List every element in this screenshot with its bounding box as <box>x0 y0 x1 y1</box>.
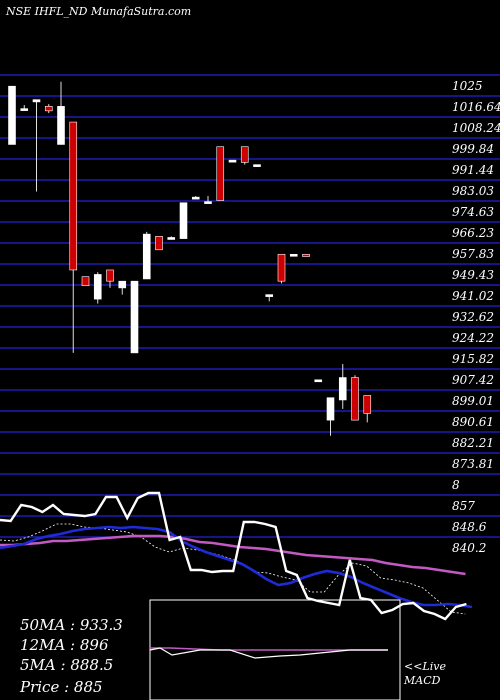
candle-body <box>302 253 310 257</box>
candle-body <box>265 294 274 297</box>
macd-label-live: <<Live <box>404 660 446 673</box>
macd-label-text: MACD <box>403 674 441 687</box>
candle-body <box>240 146 249 163</box>
price-tick-label: 974.63 <box>452 205 494 219</box>
indicator-lines <box>0 491 473 621</box>
candle-body <box>57 106 65 145</box>
price-tick-label: 840.2 <box>452 541 486 555</box>
candle-body <box>216 146 225 201</box>
candle-body <box>130 280 139 354</box>
price-tick-label: 882.21 <box>452 436 494 450</box>
candle-body <box>81 276 90 286</box>
candles <box>8 81 372 436</box>
candle-body <box>289 253 298 257</box>
candle-body <box>93 274 102 300</box>
price-tick-label: 899.01 <box>452 394 494 408</box>
ma-magenta-line <box>0 534 466 576</box>
candle-body <box>277 253 286 282</box>
candle-body <box>204 201 212 204</box>
candle-body <box>179 202 188 239</box>
candle-body <box>118 280 127 289</box>
candle-body <box>142 233 151 280</box>
price-tick-label: 915.82 <box>452 352 494 366</box>
price-label: Price : 885 <box>19 678 103 696</box>
candle-body <box>351 377 359 421</box>
price-tick-label: 1016.64 <box>452 100 500 114</box>
candle-body <box>191 196 200 200</box>
price-tick-label: 924.22 <box>452 331 494 345</box>
ma50-label: 50MA : 933.3 <box>20 616 123 634</box>
candle-body <box>69 121 78 271</box>
candle-body <box>326 397 335 421</box>
candle-body <box>363 395 372 414</box>
chart-title: NSE IHFL_ND MunafaSutra.com <box>5 5 191 18</box>
price-tick-label: 890.61 <box>452 415 494 429</box>
stats-block: 50MA : 933.3 12MA : 896 5MA : 888.5 Pric… <box>19 616 123 696</box>
price-tick-label: 873.81 <box>452 457 494 471</box>
price-axis: 1025 1016.64 1008.24 999.84 991.44 983.03 974.… <box>452 79 500 555</box>
candle-body <box>20 108 29 111</box>
price-tick-label: 941.02 <box>452 289 494 303</box>
price-tick-label: 8 <box>452 478 460 492</box>
signal-line <box>0 523 466 615</box>
price-tick-label: 949.43 <box>452 268 494 282</box>
price-tick-label: 848.6 <box>452 520 487 534</box>
candle-body <box>314 379 323 383</box>
price-tick-label: 991.44 <box>452 163 494 177</box>
candle-body <box>228 159 237 163</box>
candle-body <box>32 99 41 103</box>
ma5-label: 5MA : 888.5 <box>20 656 113 674</box>
candle-body <box>8 85 16 145</box>
price-tick-label: 932.62 <box>452 310 494 324</box>
candle-body <box>106 269 114 282</box>
candle-body <box>338 377 347 401</box>
price-tick-label: 966.23 <box>452 226 494 240</box>
price-tick-label: 999.84 <box>452 142 494 156</box>
candle-body <box>44 106 53 112</box>
macd-panel <box>149 599 401 700</box>
price-tick-label: 907.42 <box>452 373 494 387</box>
price-tick-label: 1025 <box>452 79 483 93</box>
price-tick-label: 1008.24 <box>452 121 500 135</box>
macd-lines <box>149 647 388 659</box>
ma12-label: 12MA : 896 <box>20 636 109 654</box>
price-line <box>0 491 467 621</box>
macd-line <box>149 647 388 659</box>
candle-body <box>155 236 163 251</box>
candle-body <box>167 237 176 240</box>
price-tick-label: 857 <box>452 499 475 513</box>
price-tick-label: 957.83 <box>452 247 494 261</box>
price-tick-label: 983.03 <box>452 184 494 198</box>
candle-body <box>253 164 261 167</box>
